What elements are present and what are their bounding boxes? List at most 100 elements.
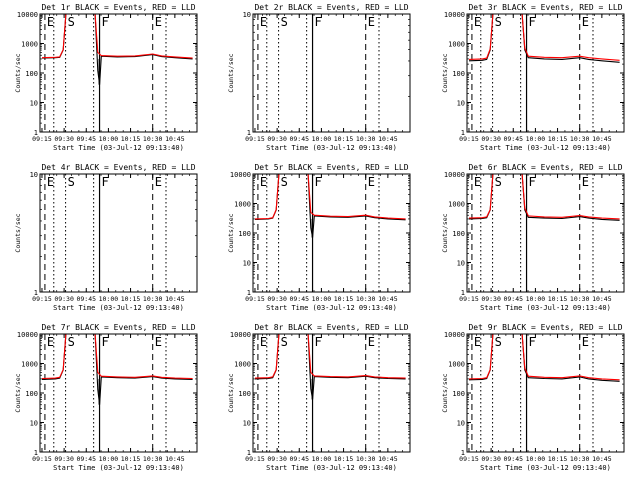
plot-frame bbox=[252, 173, 411, 293]
x-axis-label: Start Time (03-Jul-12 09:13:40) bbox=[266, 144, 397, 152]
y-tick-label: 10 bbox=[30, 100, 38, 108]
event-marker-label: E bbox=[474, 335, 481, 349]
y-tick-label: 1 bbox=[461, 129, 465, 137]
y-tick-label: 10 bbox=[30, 420, 38, 428]
y-axis-label: Counts/sec bbox=[14, 213, 22, 252]
y-axis-label: Counts/sec bbox=[441, 53, 449, 92]
panel-title: Det 5r BLACK = Events, RED = LLD bbox=[254, 163, 408, 172]
event-marker-label: E bbox=[368, 175, 375, 189]
y-tick-label: 100 bbox=[452, 390, 465, 398]
x-axis-label: Start Time (03-Jul-12 09:13:40) bbox=[480, 144, 611, 152]
lld-series-line bbox=[254, 334, 406, 379]
y-tick-label: 1 bbox=[461, 289, 465, 297]
x-tick-label: 09:30 bbox=[481, 455, 501, 463]
x-tick-label: 10:30 bbox=[570, 455, 590, 463]
event-marker-label: E bbox=[474, 175, 481, 189]
y-tick-label: 1 bbox=[34, 129, 38, 137]
event-marker-label: E bbox=[368, 15, 375, 29]
event-marker-label: S bbox=[495, 175, 502, 189]
panel-title: Det 1r BLACK = Events, RED = LLD bbox=[41, 3, 195, 12]
x-tick-label: 10:00 bbox=[312, 295, 332, 303]
panel-title: Det 6r BLACK = Events, RED = LLD bbox=[468, 163, 622, 172]
event-marker-label: E bbox=[582, 335, 589, 349]
x-tick-label: 10:30 bbox=[356, 455, 376, 463]
panel-title: Det 3r BLACK = Events, RED = LLD bbox=[468, 3, 622, 12]
x-tick-label: 10:00 bbox=[312, 455, 332, 463]
event-marker-label: S bbox=[68, 15, 75, 29]
y-tick-label: 10 bbox=[243, 420, 251, 428]
x-tick-label: 09:45 bbox=[76, 455, 96, 463]
event-marker-label: S bbox=[495, 335, 502, 349]
y-tick-label: 100 bbox=[452, 230, 465, 238]
x-tick-label: 09:30 bbox=[481, 135, 501, 143]
x-axis-label: Start Time (03-Jul-12 09:13:40) bbox=[266, 464, 397, 472]
detector-panel: Det 8r BLACK = Events, RED = LLD 1 10 100 10… bbox=[227, 323, 411, 472]
panel-title: Det 2r BLACK = Events, RED = LLD bbox=[254, 3, 408, 12]
x-tick-label: 10:45 bbox=[378, 455, 398, 463]
x-tick-label: 09:15 bbox=[32, 295, 52, 303]
plot-frame bbox=[252, 13, 411, 133]
x-tick-label: 10:00 bbox=[312, 135, 332, 143]
x-tick-label: 10:15 bbox=[548, 455, 568, 463]
detector-panel: Det 5r BLACK = Events, RED = LLD 1 10 100 10… bbox=[227, 163, 411, 312]
lld-series-line bbox=[41, 14, 193, 59]
y-tick-label: 10 bbox=[457, 260, 465, 268]
detector-panel: Det 6r BLACK = Events, RED = LLD 1 10 100 10… bbox=[441, 163, 625, 312]
x-tick-label: 10:00 bbox=[99, 295, 119, 303]
x-tick-label: 09:45 bbox=[76, 135, 96, 143]
lld-series-line bbox=[468, 334, 620, 381]
x-tick-label: 09:15 bbox=[459, 455, 479, 463]
x-axis-label: Start Time (03-Jul-12 09:13:40) bbox=[480, 304, 611, 312]
detector-panel: Det 3r BLACK = Events, RED = LLD 1 10 100 10… bbox=[441, 3, 625, 152]
y-axis-label: Counts/sec bbox=[441, 373, 449, 412]
x-tick-label: 10:15 bbox=[121, 295, 141, 303]
x-tick-label: 09:15 bbox=[245, 135, 265, 143]
x-tick-label: 09:15 bbox=[245, 455, 265, 463]
event-marker-label: S bbox=[281, 335, 288, 349]
x-tick-label: 10:45 bbox=[592, 295, 612, 303]
x-axis-label: Start Time (03-Jul-12 09:13:40) bbox=[266, 304, 397, 312]
x-tick-label: 09:45 bbox=[503, 455, 523, 463]
y-tick-label: 1000 bbox=[21, 41, 38, 49]
x-tick-label: 09:30 bbox=[267, 135, 287, 143]
y-axis-label: Counts/sec bbox=[441, 213, 449, 252]
event-marker-label: S bbox=[495, 15, 502, 29]
plot-frame bbox=[252, 333, 411, 453]
detector-panel: Det 7r BLACK = Events, RED = LLD 1 10 100 10… bbox=[14, 323, 198, 472]
event-marker-label: F bbox=[102, 15, 109, 29]
detector-panel: Det 2r BLACK = Events, RED = LLD 1 10 09:15… bbox=[227, 3, 411, 152]
y-tick-label: 10000 bbox=[230, 171, 251, 179]
x-tick-label: 10:30 bbox=[356, 295, 376, 303]
x-tick-label: 10:00 bbox=[526, 455, 546, 463]
x-tick-label: 10:15 bbox=[548, 135, 568, 143]
lld-series-line bbox=[468, 14, 620, 61]
events-series-line bbox=[468, 14, 620, 63]
y-tick-label: 10000 bbox=[444, 11, 465, 19]
event-marker-label: E bbox=[47, 175, 54, 189]
x-tick-label: 10:45 bbox=[165, 455, 185, 463]
y-tick-label: 1 bbox=[247, 289, 251, 297]
event-marker-label: E bbox=[582, 175, 589, 189]
x-tick-label: 10:45 bbox=[592, 135, 612, 143]
x-tick-label: 09:15 bbox=[245, 295, 265, 303]
y-axis-label: Counts/sec bbox=[14, 53, 22, 92]
x-tick-label: 09:15 bbox=[32, 455, 52, 463]
event-marker-label: F bbox=[315, 15, 322, 29]
y-tick-label: 10000 bbox=[444, 171, 465, 179]
event-marker-label: E bbox=[368, 335, 375, 349]
panel-title: Det 8r BLACK = Events, RED = LLD bbox=[254, 323, 408, 332]
plot-frame bbox=[39, 333, 198, 453]
event-marker-label: E bbox=[260, 175, 267, 189]
x-axis-label: Start Time (03-Jul-12 09:13:40) bbox=[53, 144, 184, 152]
plot-frame bbox=[39, 13, 198, 133]
x-tick-label: 09:45 bbox=[289, 295, 309, 303]
event-marker-label: F bbox=[529, 335, 536, 349]
plot-frame bbox=[39, 173, 198, 293]
panel-title: Det 4r BLACK = Events, RED = LLD bbox=[41, 163, 195, 172]
event-marker-label: E bbox=[47, 15, 54, 29]
y-tick-label: 100 bbox=[25, 70, 38, 78]
y-tick-label: 100 bbox=[238, 390, 251, 398]
events-series-line bbox=[254, 174, 406, 238]
x-tick-label: 09:45 bbox=[503, 135, 523, 143]
x-tick-label: 10:15 bbox=[334, 295, 354, 303]
